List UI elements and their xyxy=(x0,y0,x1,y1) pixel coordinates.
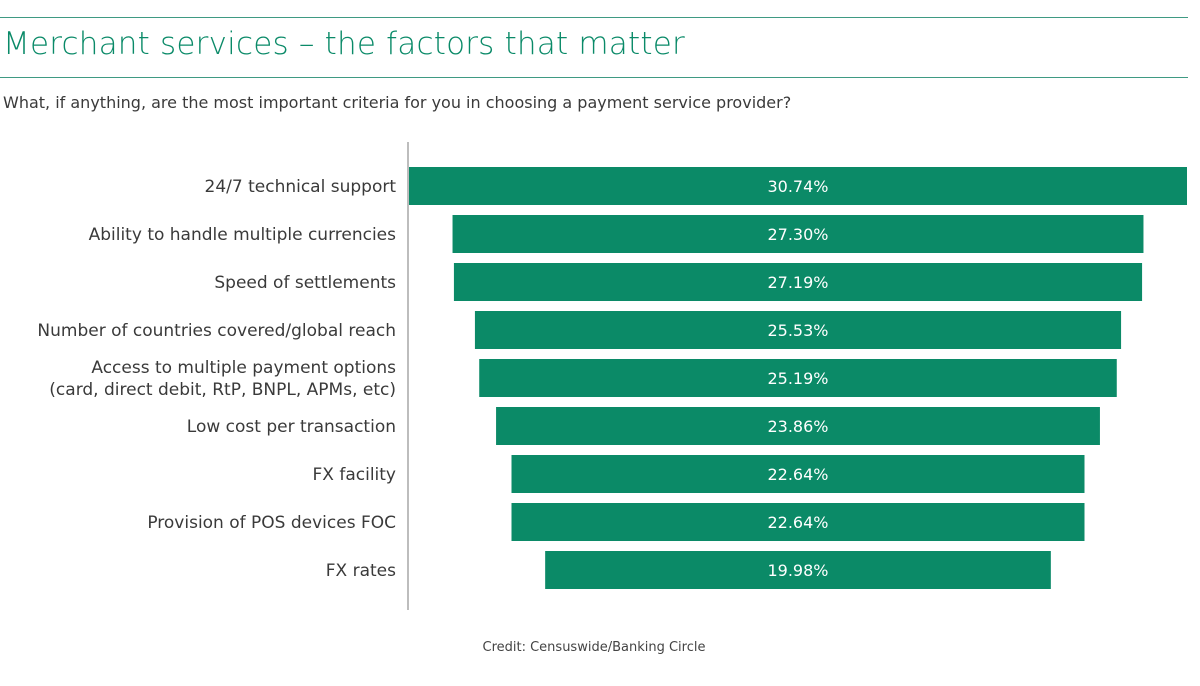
data-label-2: 27.30% xyxy=(767,225,828,244)
data-label-1: 30.74% xyxy=(767,177,828,196)
chart-subtitle: What, if anything, are the most importan… xyxy=(3,93,792,112)
top-rule xyxy=(0,17,1188,18)
bar-6 xyxy=(496,407,1100,445)
page-title: Merchant services – the factors that mat… xyxy=(3,26,685,62)
category-label-1: 24/7 technical support xyxy=(205,177,397,197)
bar-8 xyxy=(511,503,1085,541)
bar-4 xyxy=(474,311,1122,349)
credit-note: Credit: Censuswide/Banking Circle xyxy=(482,640,706,655)
category-label-6: Low cost per transaction xyxy=(187,417,396,437)
data-label-8: 22.64% xyxy=(767,513,828,532)
bar-3 xyxy=(453,263,1143,301)
data-label-4: 25.53% xyxy=(767,321,828,340)
bar-5 xyxy=(479,359,1117,397)
category-label-7: FX facility xyxy=(313,465,396,485)
data-label-7: 22.64% xyxy=(767,465,828,484)
data-label-9: 19.98% xyxy=(767,561,828,580)
data-label-5: 25.19% xyxy=(767,369,828,388)
category-label-8: Provision of POS devices FOC xyxy=(147,513,396,533)
bar-7 xyxy=(511,455,1085,493)
bar-1 xyxy=(409,167,1187,205)
bar-2 xyxy=(452,215,1144,253)
title-rule xyxy=(0,77,1188,78)
category-label-3: Speed of settlements xyxy=(214,273,396,293)
category-label-5-line-1: Access to multiple payment options xyxy=(91,358,396,378)
category-label-2: Ability to handle multiple currencies xyxy=(89,225,397,245)
data-label-6: 23.86% xyxy=(767,417,828,436)
bar-9 xyxy=(545,551,1051,589)
data-label-3: 27.19% xyxy=(767,273,828,292)
category-label-5-line-2: (card, direct debit, RtP, BNPL, APMs, et… xyxy=(49,380,396,400)
category-label-9: FX rates xyxy=(326,561,396,581)
category-label-4: Number of countries covered/global reach xyxy=(37,321,396,341)
